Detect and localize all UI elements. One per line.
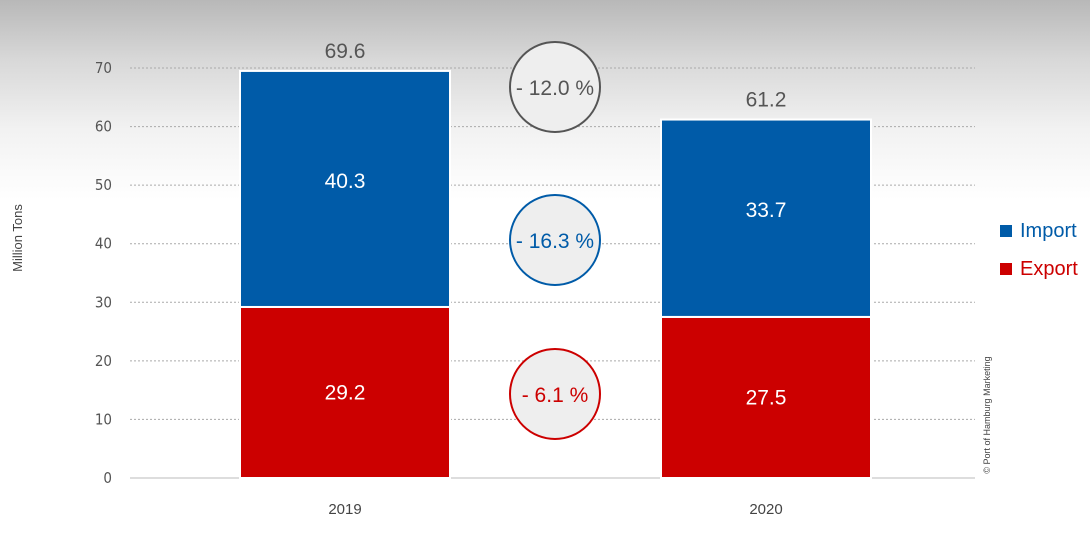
y-axis-label: Million Tons (10, 204, 25, 272)
y-tick-label: 70 (95, 59, 112, 77)
change-circle (509, 41, 601, 133)
y-tick-label: 30 (95, 293, 112, 311)
x-tick-label: 2020 (749, 501, 782, 518)
bar-export-2019 (239, 305, 451, 479)
bar-total-label: 69.6 (325, 40, 366, 63)
bar-import-2020 (660, 118, 872, 318)
legend: Import Export (1000, 220, 1078, 280)
copyright-note: © Port of Hamburg Marketing (982, 356, 992, 473)
bar-value-label: 33.7 (746, 199, 787, 222)
y-tick-label: 10 (95, 410, 112, 428)
change-label: - 12.0 % (516, 77, 594, 100)
change-circle (509, 194, 601, 286)
change-annotations: - 12.0 % - 16.3 % - 6.1 % (509, 41, 601, 440)
y-axis: 0 10 20 30 40 50 60 70 (95, 59, 112, 487)
bar-value-label: 27.5 (746, 386, 787, 409)
legend-swatch-export (1000, 263, 1012, 275)
bar-value-label: 29.2 (325, 381, 366, 404)
change-circle (509, 348, 601, 440)
change-label: - 16.3 % (516, 230, 594, 253)
bar-import-2019 (239, 69, 451, 308)
legend-swatch-import (1000, 225, 1012, 237)
bars: 29.2 40.3 69.6 2019 27.5 33.7 61.2 2020 (239, 40, 872, 518)
legend-label-export: Export (1020, 258, 1078, 280)
legend-label-import: Import (1020, 220, 1077, 242)
bar-total-label: 61.2 (746, 89, 787, 112)
x-tick-label: 2019 (328, 501, 361, 518)
y-tick-label: 0 (103, 469, 112, 487)
y-tick-label: 60 (95, 118, 112, 136)
change-label: - 6.1 % (522, 384, 589, 407)
y-tick-label: 50 (95, 176, 112, 194)
bar-value-label: 40.3 (325, 170, 366, 193)
bar-export-2020 (660, 315, 872, 479)
y-tick-label: 40 (95, 235, 112, 253)
y-tick-label: 20 (95, 352, 112, 370)
